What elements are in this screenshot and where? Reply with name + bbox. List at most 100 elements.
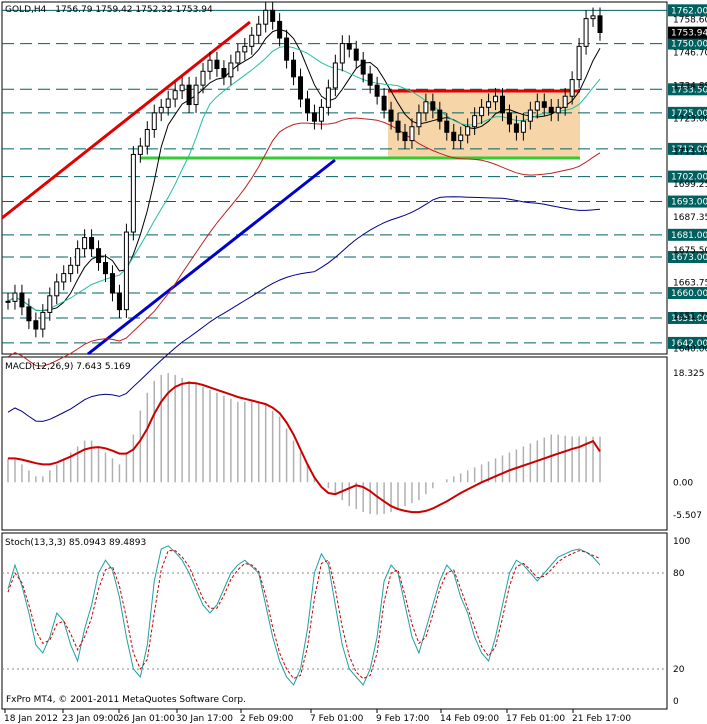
candle-body [214, 59, 220, 70]
candle-body [451, 131, 457, 142]
candle-body [597, 15, 603, 33]
candle-body [270, 9, 276, 22]
symbol-label: GOLD,H4 [5, 5, 47, 15]
candle-body [54, 281, 60, 297]
candle-body [249, 34, 255, 47]
candle-body [499, 95, 505, 114]
candle-body [374, 84, 380, 97]
level-label: 1733.50 [671, 85, 707, 95]
macd-tick-label: -5.507 [673, 511, 702, 521]
candle-body [109, 273, 115, 294]
time-tick-label: 7 Feb 01:00 [310, 714, 364, 724]
candle-body [186, 84, 192, 106]
candle-body [472, 115, 478, 128]
candle-body [381, 95, 387, 111]
level-tag [668, 287, 707, 300]
candle-body [68, 264, 74, 275]
time-tick-label: 30 Jan 17:00 [176, 714, 233, 724]
candle-body [228, 62, 234, 78]
price-tick-label: 1663.75 [673, 279, 707, 289]
stoch-tick-label: 0 [673, 697, 679, 707]
stoch-title: Stoch(13,3,3) 85.0943 89.4893 [5, 538, 146, 548]
trendlines [1, 20, 580, 356]
level-tag [668, 4, 707, 17]
candle-body [256, 23, 262, 36]
candle-body [284, 37, 290, 61]
candle-body [569, 79, 575, 97]
candle-body [360, 59, 366, 75]
level-label: 1762.00 [671, 6, 707, 16]
candle-body [144, 128, 150, 147]
current-price-label: 1753.94 [671, 29, 707, 39]
candle-body [179, 84, 185, 92]
candle-body [388, 109, 394, 122]
candle-body [311, 112, 317, 122]
red-trendline [1, 20, 251, 220]
time-tick-label: 14 Feb 09:00 [440, 714, 499, 724]
macd-panel-frame [1, 356, 668, 531]
ma-slow-line [7, 117, 601, 367]
candle-body [26, 306, 32, 322]
time-tick-label: 2 Feb 09:00 [240, 714, 294, 724]
candle-body [339, 43, 345, 64]
stoch-tick-label: 100 [673, 537, 690, 547]
macd-title: MACD(12,26,9) 7.643 5.169 [5, 362, 131, 372]
level-label: 1651.00 [671, 314, 707, 324]
candle-body [165, 98, 171, 108]
candle-body [304, 98, 310, 114]
candle-body [513, 123, 519, 133]
level-label: 1642.00 [671, 339, 707, 349]
time-tick-label: 18 Jan 2012 [4, 714, 58, 724]
price-tick-label: 1758.60 [673, 16, 707, 26]
candle-body [263, 9, 269, 25]
price-tick-label: 1675.50 [673, 246, 707, 256]
macd-axis: 18.325 0.00 -5.507 [673, 369, 705, 521]
level-label: 1660.00 [671, 289, 707, 299]
level-tag [668, 106, 707, 119]
price-tick-label: 1651.75 [673, 312, 707, 322]
chart-header: GOLD,H4 1756.79 1759.42 1752.32 1753.94 [5, 5, 213, 15]
candle-body [416, 112, 422, 128]
candle-body [430, 101, 436, 111]
time-tick-label: 17 Feb 01:00 [506, 714, 565, 724]
stoch-signal-line [7, 550, 601, 680]
candle-body [242, 45, 248, 53]
candle-body [395, 120, 401, 133]
level-label: 1725.00 [671, 109, 707, 119]
price-tick-label: 1640.00 [673, 344, 707, 354]
candle-body [19, 292, 25, 308]
candle-body [520, 120, 526, 133]
candle-body [583, 18, 589, 47]
candle-body [298, 76, 304, 100]
candle-body [367, 73, 373, 86]
candle-body [493, 95, 499, 103]
candle-body [458, 134, 464, 142]
candle-body [353, 48, 359, 61]
candle-body [61, 273, 67, 283]
candle-body [193, 84, 199, 106]
candle-body [402, 131, 408, 142]
candle-body [562, 95, 568, 108]
stoch-axis: 100 80 20 0 [673, 537, 690, 707]
level-tag [668, 170, 707, 183]
price-tick-label: 1734.85 [673, 82, 707, 92]
candle-body [590, 15, 596, 20]
candle-body [409, 126, 415, 142]
ohlc-label: 1756.79 1759.42 1752.32 1753.94 [55, 5, 213, 15]
price-tick-label: 1687.35 [673, 213, 707, 223]
candle-body [277, 20, 283, 39]
level-tag [668, 336, 707, 349]
price-axis: 1762.00 1750.00 1733.50 1725.00 1712.00 1702.… [668, 4, 707, 354]
level-tag [668, 83, 707, 96]
candle-body [130, 153, 136, 233]
candle-body [123, 231, 129, 311]
candle-body [137, 145, 143, 155]
candle-body [346, 43, 352, 50]
candle-body [82, 237, 88, 250]
candle-body [506, 112, 512, 125]
stoch-main-line [7, 545, 601, 686]
time-tick-label: 21 Feb 17:00 [572, 714, 631, 724]
candle-body [200, 70, 206, 86]
price-tick-label: 1723.00 [673, 114, 707, 124]
macd-panel [7, 373, 601, 515]
